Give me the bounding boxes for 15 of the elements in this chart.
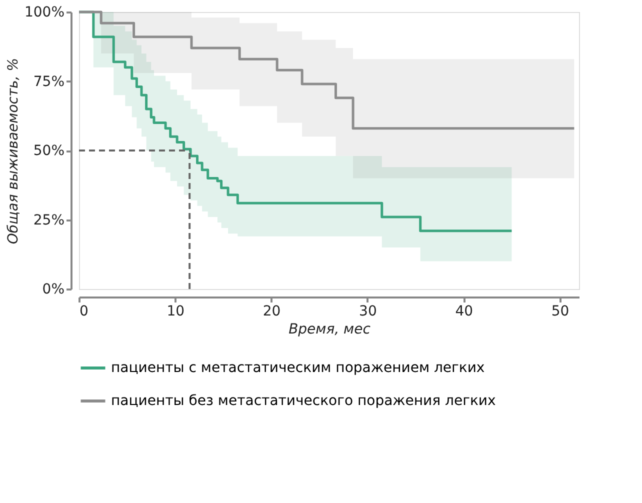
- y-tick-label: 75%: [33, 74, 64, 90]
- x-axis-title: Время, мес: [288, 322, 371, 338]
- x-tick-label: 10: [166, 304, 185, 320]
- x-tick-label: 30: [359, 304, 377, 320]
- x-tick-label: 40: [455, 304, 474, 320]
- legend-label: пациенты без метастатического поражения легких: [111, 393, 496, 409]
- y-axis-title: Общая выживаемость, %: [5, 58, 22, 244]
- x-tick-label: 20: [262, 304, 281, 320]
- y-tick-label: 100%: [24, 4, 64, 20]
- y-tick-label: 0%: [42, 282, 64, 298]
- x-tick-label: 0: [80, 304, 88, 320]
- x-tick-label: 50: [551, 304, 570, 320]
- legend-label: пациенты с метастатическим поражением легких: [111, 360, 485, 376]
- y-tick-label: 50%: [33, 143, 64, 159]
- y-tick-label: 25%: [33, 212, 64, 228]
